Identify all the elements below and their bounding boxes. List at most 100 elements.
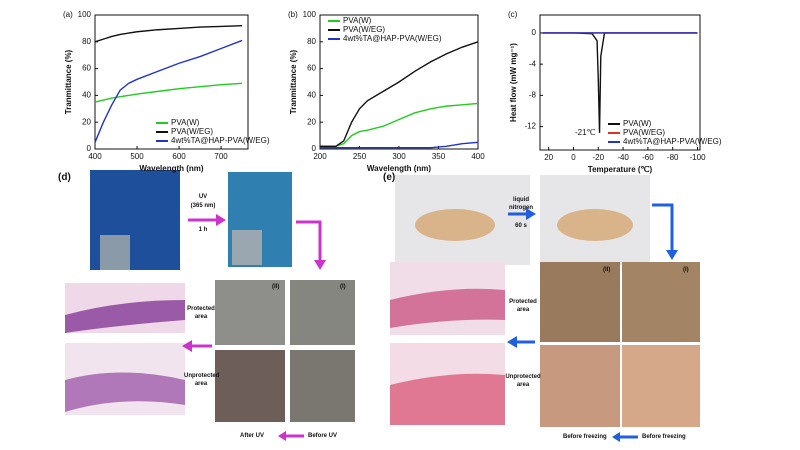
y-tick-label: 40 bbox=[307, 91, 316, 100]
histology bbox=[390, 288, 505, 328]
panel-label: (c) bbox=[508, 10, 518, 19]
arrow bbox=[182, 340, 192, 352]
line bbox=[320, 41, 479, 148]
panel-label: (b) bbox=[288, 10, 298, 19]
label: Protected area bbox=[509, 299, 537, 313]
y-tick-label: 80 bbox=[307, 37, 316, 46]
x-tick-label: -100 bbox=[690, 153, 707, 162]
skin-photo bbox=[290, 280, 355, 345]
label: Before freezing bbox=[642, 434, 686, 440]
skin-photo bbox=[215, 280, 285, 345]
x-tick-label: -80 bbox=[667, 153, 679, 162]
y-tick-label: 20 bbox=[82, 117, 91, 126]
x-tick-label: 500 bbox=[130, 152, 144, 161]
x-tick-label: 400 bbox=[88, 152, 102, 161]
x-tick-label: 300 bbox=[392, 152, 406, 161]
plot-frame bbox=[94, 14, 249, 150]
line bbox=[94, 39, 243, 143]
label: After UV bbox=[240, 433, 265, 439]
arrow bbox=[612, 432, 620, 442]
line bbox=[94, 82, 243, 103]
legend-label: 4wt%TA@HAP-PVA(W/EG) bbox=[171, 136, 270, 145]
x-tick-label: 350 bbox=[432, 152, 446, 161]
legend-label: PVA(W) bbox=[171, 118, 200, 127]
label: Unprotected area bbox=[184, 373, 220, 387]
y-axis-label: Tranmittance (%) bbox=[289, 49, 298, 114]
y-tick-label: 80 bbox=[82, 37, 91, 46]
x-tick-label: 400 bbox=[471, 152, 485, 161]
photo bbox=[100, 235, 130, 270]
label: Protected area bbox=[187, 306, 215, 320]
line bbox=[542, 32, 698, 133]
skin-photo bbox=[540, 345, 620, 427]
label: Before UV bbox=[308, 433, 338, 439]
skin-photo bbox=[215, 350, 285, 422]
y-tick-label: -8 bbox=[529, 90, 537, 99]
annotation: -21℃ bbox=[575, 128, 596, 137]
line bbox=[320, 141, 479, 149]
skin-photo bbox=[622, 345, 700, 427]
y-tick-label: 40 bbox=[82, 91, 91, 100]
skin-photo bbox=[622, 262, 700, 342]
arrow bbox=[666, 250, 678, 260]
photo bbox=[557, 209, 633, 241]
y-tick-label: -12 bbox=[524, 122, 536, 131]
arrow bbox=[314, 260, 326, 270]
y-tick-label: 0 bbox=[532, 28, 537, 37]
photo bbox=[232, 230, 262, 265]
y-axis-label: Heat flow (mW mg⁻¹) bbox=[509, 43, 518, 122]
x-tick-label: 0 bbox=[571, 153, 576, 162]
label: (II) bbox=[603, 267, 611, 273]
arrow bbox=[652, 203, 674, 252]
y-tick-label: 0 bbox=[312, 144, 317, 153]
x-tick-label: 600 bbox=[172, 152, 186, 161]
panel-label: (a) bbox=[63, 10, 73, 19]
x-tick-label: -20 bbox=[593, 153, 605, 162]
arrow bbox=[278, 431, 286, 441]
skin-photo bbox=[540, 262, 620, 342]
label: UV bbox=[198, 194, 208, 200]
photo bbox=[415, 209, 495, 241]
x-tick-label: 700 bbox=[214, 152, 228, 161]
y-tick-label: 0 bbox=[87, 144, 92, 153]
label: (I) bbox=[340, 284, 346, 290]
x-tick-label: 250 bbox=[353, 152, 367, 161]
legend-label: PVA(W) bbox=[623, 119, 652, 128]
label: liquid nitrogen bbox=[509, 197, 533, 211]
legend-label: PVA(W/EG) bbox=[623, 128, 665, 137]
y-tick-label: 60 bbox=[307, 64, 316, 73]
x-axis-label: Wavelength (nm) bbox=[139, 164, 203, 173]
legend-label: 4wt%TA@HAP-PVA(W/EG) bbox=[623, 137, 722, 146]
y-tick-label: 20 bbox=[307, 117, 316, 126]
x-tick-label: -40 bbox=[617, 153, 629, 162]
histology bbox=[390, 373, 505, 425]
x-axis-label: Temperature (℃) bbox=[588, 165, 653, 174]
arrow bbox=[296, 220, 322, 262]
label: (365 nm) bbox=[190, 203, 216, 209]
panel-label: (d) bbox=[58, 172, 71, 183]
histology bbox=[65, 372, 185, 412]
arrow bbox=[216, 214, 226, 226]
label: 1 h bbox=[198, 227, 208, 233]
x-tick-label: 200 bbox=[313, 152, 327, 161]
panel-label: (e) bbox=[383, 172, 396, 183]
x-tick-label: -60 bbox=[642, 153, 654, 162]
y-tick-label: 100 bbox=[78, 10, 92, 19]
y-tick-label: 100 bbox=[303, 10, 317, 19]
label: (I) bbox=[683, 267, 689, 273]
arrow bbox=[507, 336, 517, 348]
x-axis-label: Wavelength (nm) bbox=[367, 164, 431, 173]
arrow bbox=[526, 208, 536, 220]
y-axis-label: Tranmittance (%) bbox=[64, 49, 73, 114]
line bbox=[94, 25, 243, 43]
legend-label: 4wt%TA@HAP-PVA(W/EG) bbox=[343, 34, 442, 43]
label: 60 s bbox=[515, 223, 527, 229]
legend-label: PVA(W) bbox=[343, 16, 372, 25]
legend-label: PVA(W/EG) bbox=[343, 25, 385, 34]
legend-label: PVA(W/EG) bbox=[171, 127, 213, 136]
histology bbox=[65, 300, 185, 333]
label: Before freezing bbox=[563, 434, 607, 440]
label: (II) bbox=[272, 284, 280, 290]
